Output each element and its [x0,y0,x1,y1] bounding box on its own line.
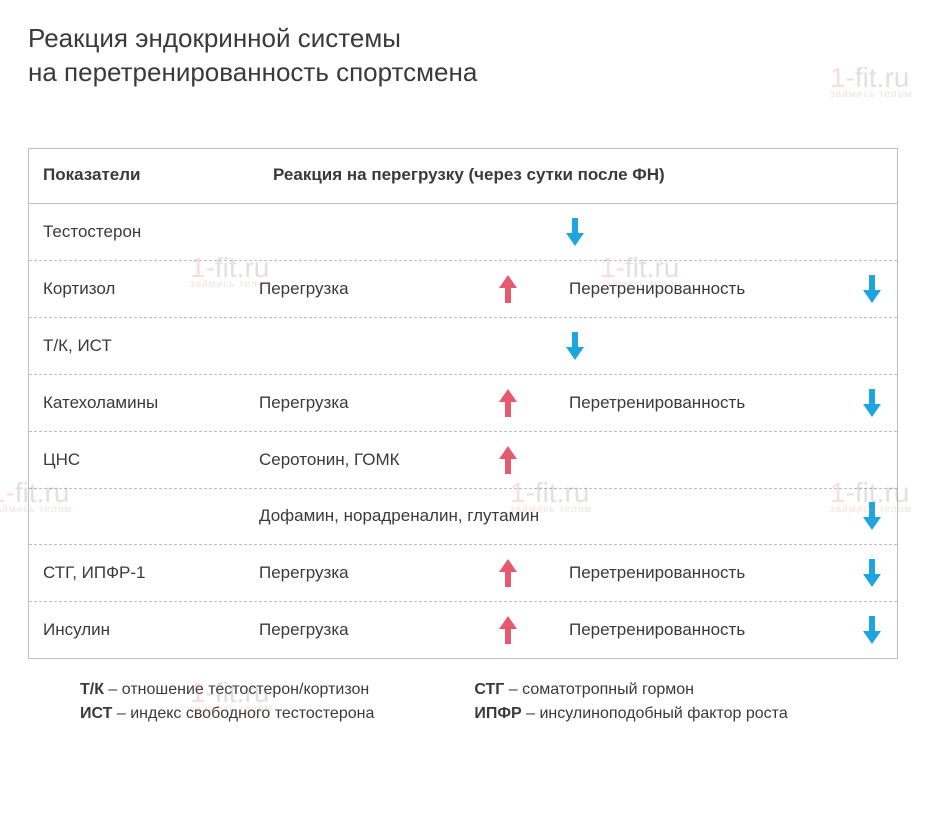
reaction-label: Перегрузка [259,620,349,640]
reaction-label: Перетренированность [569,393,745,413]
table-row-line: Т/К, ИСТ [29,318,897,374]
legend-text: – индекс свободного тестостерона [112,705,374,722]
reaction-label: Перетренированность [569,563,745,583]
table-row-line: КатехоламиныПерегрузка Перетренированнос… [29,375,897,431]
reaction-cell: Дофамин, норадреналин, глутамин [259,500,897,532]
table-row: ИнсулинПерегрузка Перетренированность [29,602,897,658]
reaction-cell: Перегрузка Перетренированность [259,557,897,589]
reaction-cell: Перегрузка Перетренированность [259,387,897,419]
legend: Т/К – отношение тестостерон/кортизон ИСТ … [80,681,898,723]
indicator-label: Кортизол [29,279,259,299]
reaction-cell: Перегрузка Перетренированность [259,614,897,646]
table-row: КортизолПерегрузка Перетренированность [29,261,897,318]
title-line-2: на перетренированность спортсмена [28,57,477,87]
reaction-label: Перетренированность [569,620,745,640]
table-row-line: ЦНССеротонин, ГОМК [29,432,897,488]
arrow-down-icon [564,216,586,248]
table-row-line: КортизолПерегрузка Перетренированность [29,261,897,317]
arrow-down-icon [861,387,883,419]
endocrine-table: Показатели Реакция на перегрузку (через … [28,148,898,659]
reaction-cell: Перегрузка Перетренированность [259,273,897,305]
indicator-label: Инсулин [29,620,259,640]
table-row-line: Дофамин, норадреналин, глутамин [29,488,897,544]
indicator-label: Т/К, ИСТ [29,336,259,356]
table-row: Тестостерон [29,204,897,261]
reaction-label: Перегрузка [259,393,349,413]
legend-item: ИСТ – индекс свободного тестостерона [80,705,374,723]
reaction-label: Дофамин, норадреналин, глутамин [259,506,539,526]
header-col-reaction: Реакция на перегрузку (через сутки после… [259,149,897,203]
reaction-label: Перегрузка [259,563,349,583]
table-header: Показатели Реакция на перегрузку (через … [29,149,897,204]
table-row: СТГ, ИПФР-1Перегрузка Перетренированност… [29,545,897,602]
legend-item: СТГ – соматотропный гормон [474,681,787,699]
page-title: Реакция эндокринной системы на перетрени… [0,0,926,90]
title-line-1: Реакция эндокринной системы [28,23,401,53]
legend-text: – отношение тестостерон/кортизон [104,681,369,698]
legend-col-1: Т/К – отношение тестостерон/кортизон ИСТ … [80,681,374,723]
legend-abbr: ИСТ [80,705,112,722]
arrow-down-icon [861,614,883,646]
table-row: КатехоламиныПерегрузка Перетренированнос… [29,375,897,432]
table-row-line: СТГ, ИПФР-1Перегрузка Перетренированност… [29,545,897,601]
reaction-label: Перегрузка [259,279,349,299]
reaction-cell: Серотонин, ГОМК [259,444,897,476]
table-row: ЦНССеротонин, ГОМК Дофамин, норадреналин… [29,432,897,545]
legend-abbr: ИПФР [474,705,521,722]
arrow-down-icon [564,330,586,362]
arrow-up-icon [497,444,519,476]
legend-text: – соматотропный гормон [504,681,694,698]
arrow-down-icon [861,273,883,305]
table-row-line: ИнсулинПерегрузка Перетренированность [29,602,897,658]
arrow-down-icon [861,557,883,589]
legend-item: ИПФР – инсулиноподобный фактор роста [474,705,787,723]
indicator-label: Катехоламины [29,393,259,413]
legend-item: Т/К – отношение тестостерон/кортизон [80,681,374,699]
reaction-cell [259,330,897,362]
legend-col-2: СТГ – соматотропный гормон ИПФР – инсулин… [474,681,787,723]
arrow-up-icon [497,614,519,646]
arrow-up-icon [497,273,519,305]
indicator-label: Тестостерон [29,222,259,242]
header-col-indicators: Показатели [29,149,259,203]
reaction-cell [259,216,897,248]
table-body: Тестостерон КортизолПерегрузка Перетрени… [29,204,897,658]
arrow-down-icon [861,500,883,532]
table-row-line: Тестостерон [29,204,897,260]
indicator-label: ЦНС [29,450,259,470]
legend-abbr: СТГ [474,681,504,698]
legend-text: – инсулиноподобный фактор роста [522,705,788,722]
legend-abbr: Т/К [80,681,104,698]
table-row: Т/К, ИСТ [29,318,897,375]
reaction-label: Серотонин, ГОМК [259,450,400,470]
reaction-label: Перетренированность [569,279,745,299]
arrow-up-icon [497,387,519,419]
arrow-up-icon [497,557,519,589]
indicator-label: СТГ, ИПФР-1 [29,563,259,583]
